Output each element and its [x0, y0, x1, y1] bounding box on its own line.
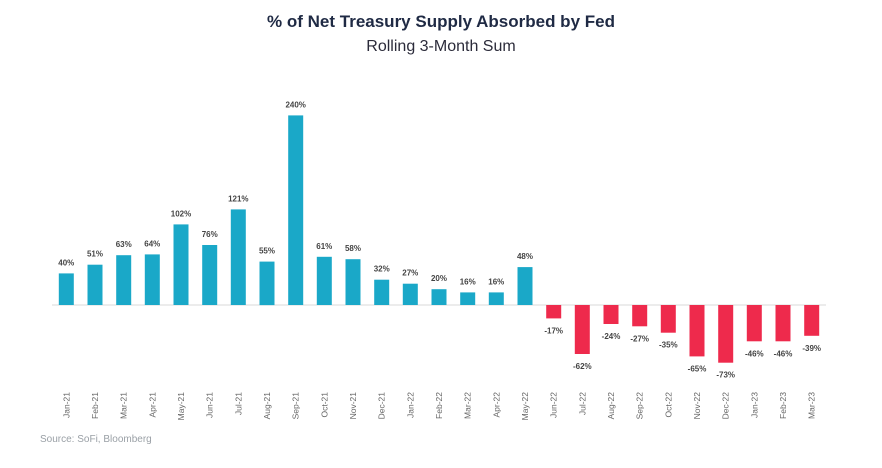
bar-dec-21	[374, 279, 390, 305]
chart-subtitle: Rolling 3-Month Sum	[366, 38, 516, 55]
bar-aug-21	[259, 261, 275, 306]
data-label-aug-21: 55%	[259, 247, 275, 256]
x-tick-label-jan-23: Jan-23	[749, 392, 759, 418]
data-label-dec-22: -73%	[716, 371, 735, 380]
x-tick-label-sep-22: Sep-22	[635, 392, 645, 420]
bar-jan-22	[402, 283, 418, 305]
x-tick-label-aug-22: Aug-22	[606, 392, 616, 420]
x-tick-label-aug-21: Aug-21	[262, 392, 272, 420]
data-label-may-22: 48%	[517, 252, 533, 261]
data-label-sep-21: 240%	[285, 100, 305, 109]
x-tick-label-feb-21: Feb-21	[90, 392, 100, 419]
data-label-feb-21: 51%	[87, 250, 103, 259]
bar-mar-22	[460, 292, 476, 305]
bar-oct-21	[316, 256, 332, 305]
x-tick-label-jan-21: Jan-21	[61, 392, 71, 418]
source-note: Source: SoFi, Bloomberg	[40, 434, 152, 445]
bar-jul-22	[574, 305, 590, 354]
bar-oct-22	[660, 305, 676, 333]
bar-mar-21	[116, 255, 132, 305]
bar-apr-21	[144, 254, 160, 305]
x-tick-label-may-21: May-21	[176, 392, 186, 421]
bar-jul-21	[230, 209, 246, 305]
bar-jun-22	[546, 305, 562, 319]
data-label-nov-22: -65%	[688, 364, 707, 373]
bar-feb-22	[431, 289, 447, 305]
data-label-jul-21: 121%	[228, 194, 248, 203]
data-label-feb-23: -46%	[774, 349, 793, 358]
bar-sep-22	[632, 305, 648, 327]
bar-sep-21	[288, 115, 304, 306]
bar-nov-21	[345, 259, 361, 305]
data-label-nov-21: 58%	[345, 244, 361, 253]
bar-apr-22	[488, 292, 504, 305]
data-label-aug-22: -24%	[602, 332, 621, 341]
data-label-apr-22: 16%	[488, 277, 504, 286]
data-label-jun-21: 76%	[202, 230, 218, 239]
bars-group	[52, 115, 826, 363]
x-tick-label-jan-22: Jan-22	[405, 392, 415, 418]
x-tick-label-mar-21: Mar-21	[119, 392, 129, 419]
data-label-jul-22: -62%	[573, 362, 592, 371]
data-label-jun-22: -17%	[544, 326, 563, 335]
x-tick-label-apr-22: Apr-22	[491, 392, 501, 418]
x-tick-label-nov-21: Nov-21	[348, 392, 358, 420]
data-label-jan-22: 27%	[402, 269, 418, 278]
bar-dec-22	[718, 305, 734, 363]
x-tick-labels-group: Jan-21 Feb-21 Mar-21 Apr-21 May-21 Jun-21 Jul-…	[61, 392, 816, 421]
x-tick-label-jul-22: Jul-22	[577, 392, 587, 415]
x-tick-label-mar-22: Mar-22	[463, 392, 473, 419]
data-label-mar-22: 16%	[460, 277, 476, 286]
data-label-oct-22: -35%	[659, 341, 678, 350]
data-label-feb-22: 20%	[431, 274, 447, 283]
data-labels-group: 40% 51% 63% 64% 102% 76% 121% 55% 240% 61% 58% 32% 2…	[58, 100, 821, 379]
x-tick-label-dec-22: Dec-22	[721, 392, 731, 420]
x-tick-label-jun-22: Jun-22	[549, 392, 559, 418]
bar-feb-21	[87, 264, 103, 305]
data-label-may-21: 102%	[171, 209, 191, 218]
data-label-apr-21: 64%	[144, 239, 160, 248]
bar-jun-21	[202, 245, 218, 305]
x-tick-label-dec-21: Dec-21	[377, 392, 387, 420]
x-tick-label-jul-21: Jul-21	[233, 392, 243, 415]
data-label-mar-21: 63%	[116, 240, 132, 249]
data-label-mar-23: -39%	[802, 344, 821, 353]
x-tick-label-feb-22: Feb-22	[434, 392, 444, 419]
x-tick-label-oct-22: Oct-22	[663, 392, 673, 418]
bar-mar-23	[804, 305, 820, 336]
bar-aug-22	[603, 305, 619, 324]
x-tick-label-oct-21: Oct-21	[319, 392, 329, 418]
bar-may-22	[517, 267, 533, 305]
data-label-jan-21: 40%	[58, 258, 74, 267]
data-label-dec-21: 32%	[374, 265, 390, 274]
x-tick-label-jun-21: Jun-21	[205, 392, 215, 418]
bar-nov-22	[689, 305, 705, 357]
data-label-oct-21: 61%	[316, 242, 332, 251]
data-label-sep-22: -27%	[630, 334, 649, 343]
data-label-jan-23: -46%	[745, 349, 764, 358]
bar-feb-23	[775, 305, 791, 342]
x-tick-label-feb-23: Feb-23	[778, 392, 788, 419]
x-tick-label-sep-21: Sep-21	[291, 392, 301, 420]
x-tick-label-may-22: May-22	[520, 392, 530, 421]
bar-may-21	[173, 224, 189, 305]
x-tick-label-mar-23: Mar-23	[807, 392, 817, 419]
x-tick-label-apr-21: Apr-21	[147, 392, 157, 418]
x-tick-label-nov-22: Nov-22	[692, 392, 702, 420]
bar-jan-23	[746, 305, 762, 342]
bar-jan-21	[58, 273, 74, 305]
chart-title: % of Net Treasury Supply Absorbed by Fed	[267, 12, 615, 31]
